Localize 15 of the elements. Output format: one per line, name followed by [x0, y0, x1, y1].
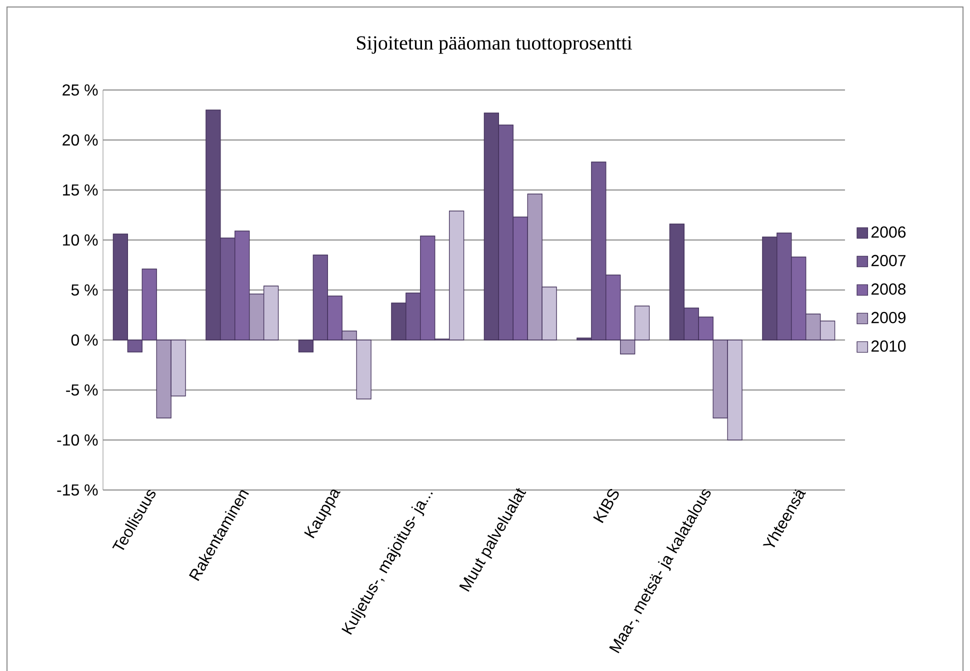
- y-tick-label: 15 %: [63, 184, 98, 196]
- y-tick-label: 10 %: [63, 234, 98, 246]
- y-tick-label: -10 %: [57, 434, 98, 446]
- chart-title: Sijoitetun pääoman tuottoprosentti: [357, 36, 632, 54]
- y-tick-label: 5 %: [71, 284, 98, 296]
- y-tick-label: -15 %: [57, 484, 98, 496]
- y-tick-label: -5 %: [66, 384, 98, 396]
- y-tick-label: 25 %: [62, 84, 98, 96]
- legend-label: 2008: [871, 283, 906, 295]
- legend-label: 2009: [871, 312, 906, 324]
- legend-label: 2010: [871, 340, 906, 352]
- y-tick-label: 20 %: [62, 134, 98, 146]
- legend-label: 2007: [871, 254, 906, 266]
- y-tick-label: 0 %: [71, 334, 98, 346]
- legend-label: 2006: [871, 226, 906, 238]
